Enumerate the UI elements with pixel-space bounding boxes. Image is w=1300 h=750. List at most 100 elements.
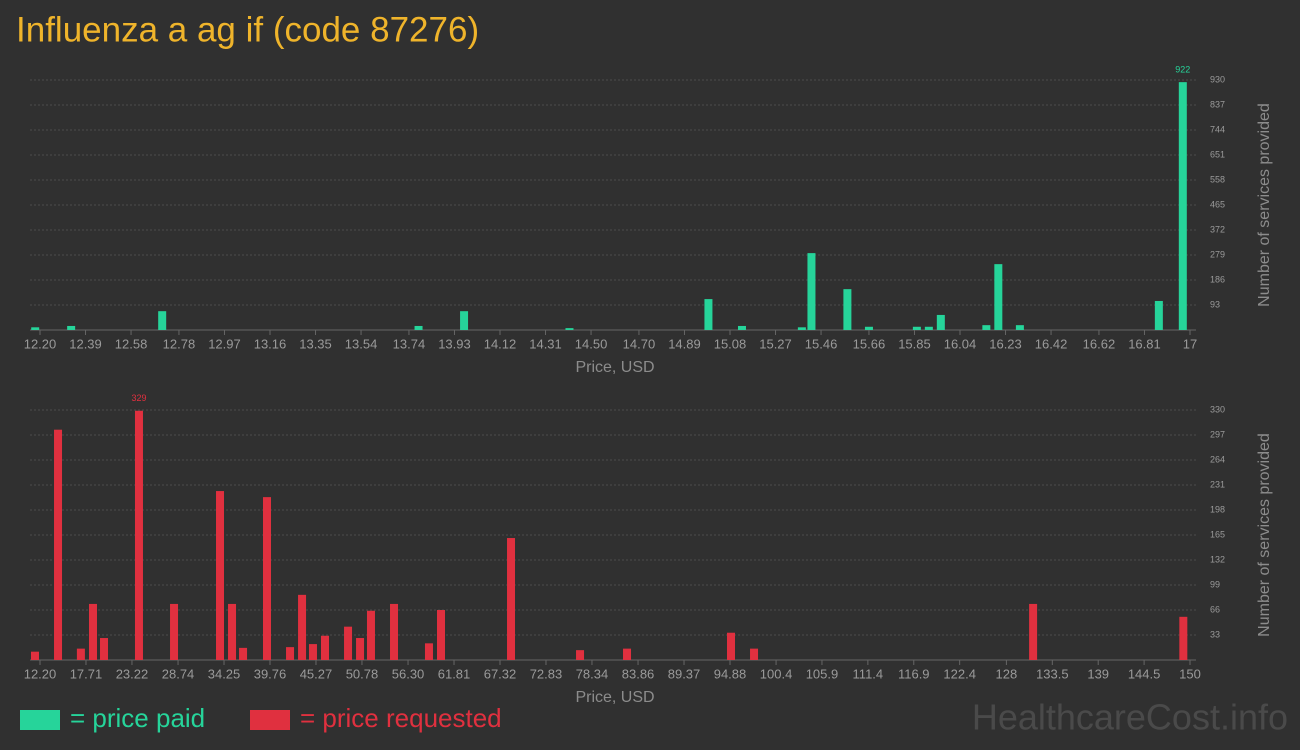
x-tick-label: 13.74: [393, 336, 426, 351]
x-tick-label: 89.37: [668, 666, 701, 681]
x-tick-label: 105.9: [806, 666, 839, 681]
y-tick-label: 297: [1210, 429, 1225, 439]
bar: [390, 603, 399, 660]
x-tick-label: 15.08: [714, 336, 747, 351]
bar: [344, 626, 353, 660]
y-axis-label: Number of services provided: [1256, 433, 1273, 637]
x-tick-label: 150: [1179, 666, 1201, 681]
bar: [1015, 325, 1024, 330]
legend-swatch: [20, 710, 60, 730]
bar: [76, 648, 85, 660]
bar: [864, 326, 873, 330]
x-tick-label: 128: [996, 666, 1018, 681]
x-tick-label: 133.5: [1036, 666, 1069, 681]
y-tick-label: 231: [1210, 479, 1225, 489]
x-tick-label: 122.4: [943, 666, 976, 681]
value-label: 329: [131, 393, 146, 403]
bar: [424, 643, 433, 660]
x-tick-label: 45.27: [300, 666, 333, 681]
x-tick-label: 16.62: [1083, 336, 1116, 351]
x-tick-label: 139: [1087, 666, 1109, 681]
x-tick-label: 50.78: [346, 666, 379, 681]
legend-swatch: [250, 710, 290, 730]
x-tick-label: 23.22: [116, 666, 149, 681]
y-tick-label: 99: [1210, 579, 1220, 589]
y-tick-label: 165: [1210, 529, 1225, 539]
y-tick-label: 465: [1210, 199, 1225, 209]
bar: [298, 594, 307, 660]
y-axis-label: Number of services provided: [1256, 103, 1273, 307]
x-tick-label: 116.9: [898, 666, 930, 681]
x-tick-label: 16.23: [989, 336, 1022, 351]
x-tick-label: 17: [1183, 336, 1197, 351]
x-tick-label: 14.31: [529, 336, 562, 351]
y-tick-label: 186: [1210, 274, 1225, 284]
x-tick-label: 83.86: [622, 666, 655, 681]
bar: [308, 644, 317, 660]
y-tick-label: 264: [1210, 454, 1225, 464]
x-tick-label: 12.20: [24, 336, 57, 351]
x-tick-label: 16.04: [944, 336, 977, 351]
bar: [158, 311, 167, 330]
bar: [750, 648, 759, 660]
bar: [356, 638, 365, 660]
x-tick-label: 12.58: [115, 336, 148, 351]
bar: [54, 429, 63, 660]
x-tick-label: 67.32: [484, 666, 517, 681]
bar: [936, 314, 945, 330]
x-tick-label: 13.35: [299, 336, 332, 351]
bar: [134, 410, 143, 660]
y-tick-label: 279: [1210, 249, 1225, 259]
bar: [807, 253, 816, 330]
x-tick-label: 15.27: [759, 336, 792, 351]
page-title: Influenza a ag if (code 87276): [16, 10, 479, 49]
legend-label: = price requested: [300, 703, 502, 733]
x-axis-label: Price, USD: [575, 689, 654, 706]
x-tick-label: 94.88: [714, 666, 747, 681]
x-tick-label: 14.12: [484, 336, 517, 351]
x-tick-label: 13.16: [254, 336, 287, 351]
y-tick-label: 132: [1210, 554, 1225, 564]
x-axis-label: Price, USD: [575, 359, 654, 376]
x-tick-label: 28.74: [162, 666, 195, 681]
y-tick-label: 558: [1210, 174, 1225, 184]
bar: [623, 648, 632, 660]
bar: [88, 603, 97, 660]
bar: [994, 264, 1003, 330]
bar: [912, 326, 921, 330]
bar: [414, 325, 423, 330]
x-tick-label: 100.4: [760, 666, 793, 681]
bar: [67, 325, 76, 330]
x-tick-label: 39.76: [254, 666, 287, 681]
x-tick-label: 34.25: [208, 666, 241, 681]
bar: [100, 638, 109, 660]
x-tick-label: 15.85: [898, 336, 931, 351]
bar: [239, 647, 248, 660]
x-tick-label: 12.20: [24, 666, 57, 681]
bar: [436, 610, 445, 660]
x-tick-label: 14.70: [623, 336, 656, 351]
x-tick-label: 78.34: [576, 666, 609, 681]
bar: [737, 325, 746, 330]
bar: [727, 632, 736, 660]
y-tick-label: 930: [1210, 74, 1225, 84]
bar: [286, 647, 295, 660]
x-tick-label: 15.66: [853, 336, 886, 351]
y-tick-label: 93: [1210, 299, 1220, 309]
x-tick-label: 56.30: [392, 666, 425, 681]
bar: [170, 603, 179, 660]
y-tick-label: 372: [1210, 224, 1225, 234]
y-tick-label: 330: [1210, 404, 1225, 414]
y-tick-label: 744: [1210, 124, 1225, 134]
x-tick-label: 144.5: [1128, 666, 1161, 681]
bar: [843, 289, 852, 330]
legend-label: = price paid: [70, 703, 205, 733]
bar: [30, 651, 39, 660]
bar: [1178, 82, 1187, 330]
bar: [982, 325, 991, 330]
x-tick-label: 72.83: [530, 666, 563, 681]
x-tick-label: 14.89: [668, 336, 701, 351]
bar: [1029, 603, 1038, 660]
